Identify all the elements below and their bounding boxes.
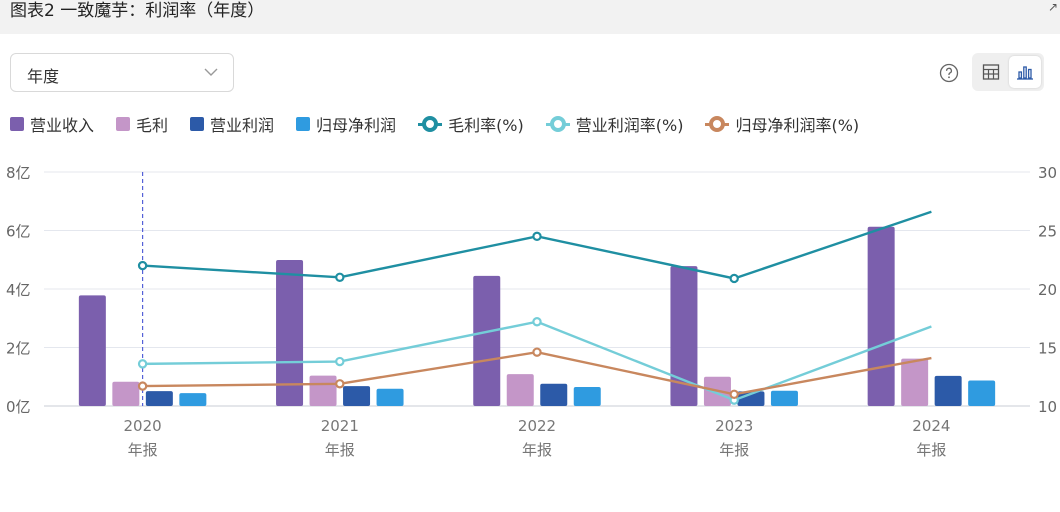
y-left-tick-label: 6亿 (6, 223, 31, 241)
chevron-down-icon (204, 68, 218, 76)
period-select-value: 年度 (27, 67, 60, 86)
bar (376, 388, 404, 406)
bar (309, 375, 337, 406)
legend-label: 营业利润率(%) (575, 116, 684, 135)
view-toggle (972, 53, 1044, 91)
line-point (137, 359, 148, 369)
bar (901, 358, 929, 406)
bar (770, 390, 798, 406)
chart-legend: 营业收入 毛利 营业利润 归母净利润 毛利率(%) 营业利润率(%) 归母净利润率(%) (10, 112, 881, 136)
legend-label: 毛利 (136, 116, 169, 135)
line-point (532, 317, 542, 327)
series-line (142, 350, 932, 396)
legend-item[interactable]: 营业利润率(%) (545, 112, 684, 136)
y-right-tick-label: 15 (1038, 340, 1057, 358)
bar (506, 374, 534, 406)
bar (112, 381, 140, 406)
legend-label: 归母净利润 (316, 116, 397, 135)
bar (867, 226, 895, 406)
bar (968, 380, 996, 406)
bar (473, 275, 501, 406)
y-right-tick-label: 25 (1038, 223, 1057, 241)
line-point (137, 381, 148, 391)
chart-view-button[interactable] (1009, 56, 1041, 88)
bar-chart-icon (1017, 66, 1033, 80)
bar (540, 383, 568, 406)
x-tick-sublabel: 年报 (916, 441, 946, 459)
legend-swatch (545, 116, 570, 132)
x-tick-label: 2022 (518, 417, 556, 435)
legend-item[interactable]: 归母净利润率(%) (705, 112, 859, 136)
chart-title: 图表2 一致魔芋：利润率（年度） (10, 1, 265, 21)
x-tick-label: 2020 (124, 417, 162, 435)
series-line (142, 210, 932, 280)
help-circle-icon[interactable] (939, 63, 959, 83)
x-tick-label: 2024 (912, 417, 950, 435)
x-tick-sublabel: 年报 (325, 441, 355, 459)
bar (737, 391, 765, 406)
legend-item[interactable]: 毛利 (116, 112, 168, 136)
profit-margin-chart: 0亿 2亿 4亿 6亿 8亿 10 15 20 25 30 2020 年报 2021 年报 2022 年报 20… (6, 164, 1057, 459)
x-tick-sublabel: 年报 (719, 441, 749, 459)
y-left-tick-label: 8亿 (6, 164, 31, 182)
table-icon (982, 64, 1000, 80)
bar (276, 260, 304, 406)
bar (145, 391, 173, 406)
legend-label: 毛利率(%) (448, 116, 524, 135)
bar (343, 386, 371, 406)
legend-swatch (116, 117, 131, 131)
legend-item[interactable]: 归母净利润 (296, 112, 396, 136)
line-point (729, 389, 739, 399)
line-point (532, 347, 542, 357)
bar (78, 295, 106, 406)
legend-swatch (418, 116, 443, 132)
title-bar: 图表2 一致魔芋：利润率（年度） ↗ (0, 0, 1060, 34)
bar (670, 266, 698, 406)
line-point (335, 272, 345, 283)
table-view-button[interactable] (975, 56, 1007, 88)
bar (573, 386, 601, 406)
x-tick-label: 2021 (321, 417, 359, 435)
period-select[interactable]: 年度 (10, 53, 234, 92)
line-point (137, 260, 148, 271)
legend-item[interactable]: 营业利润 (190, 112, 274, 136)
x-tick-label: 2023 (715, 417, 753, 435)
legend-swatch (705, 116, 730, 132)
legend-item[interactable]: 营业收入 (10, 112, 94, 136)
y-right-tick-label: 20 (1038, 281, 1057, 299)
legend-swatch (190, 117, 205, 131)
legend-item[interactable]: 毛利率(%) (418, 112, 524, 136)
bar (179, 393, 207, 406)
x-tick-sublabel: 年报 (128, 441, 158, 459)
y-left-tick-label: 2亿 (6, 340, 31, 358)
expand-icon[interactable]: ↗ (1047, 0, 1058, 14)
y-right-tick-label: 30 (1038, 164, 1057, 182)
line-point (729, 273, 739, 284)
line-point (532, 231, 542, 242)
series-line (142, 320, 932, 402)
x-tick-sublabel: 年报 (522, 441, 552, 459)
bar (934, 375, 962, 406)
line-point (335, 356, 345, 367)
y-left-tick-label: 0亿 (6, 398, 31, 416)
legend-swatch (296, 117, 311, 131)
line-point (335, 379, 345, 389)
legend-swatch (10, 117, 24, 131)
legend-label: 归母净利润率(%) (735, 116, 860, 135)
legend-label: 营业利润 (210, 116, 275, 135)
y-right-tick-label: 10 (1038, 398, 1057, 416)
y-left-tick-label: 4亿 (6, 281, 31, 299)
legend-label: 营业收入 (30, 116, 95, 135)
